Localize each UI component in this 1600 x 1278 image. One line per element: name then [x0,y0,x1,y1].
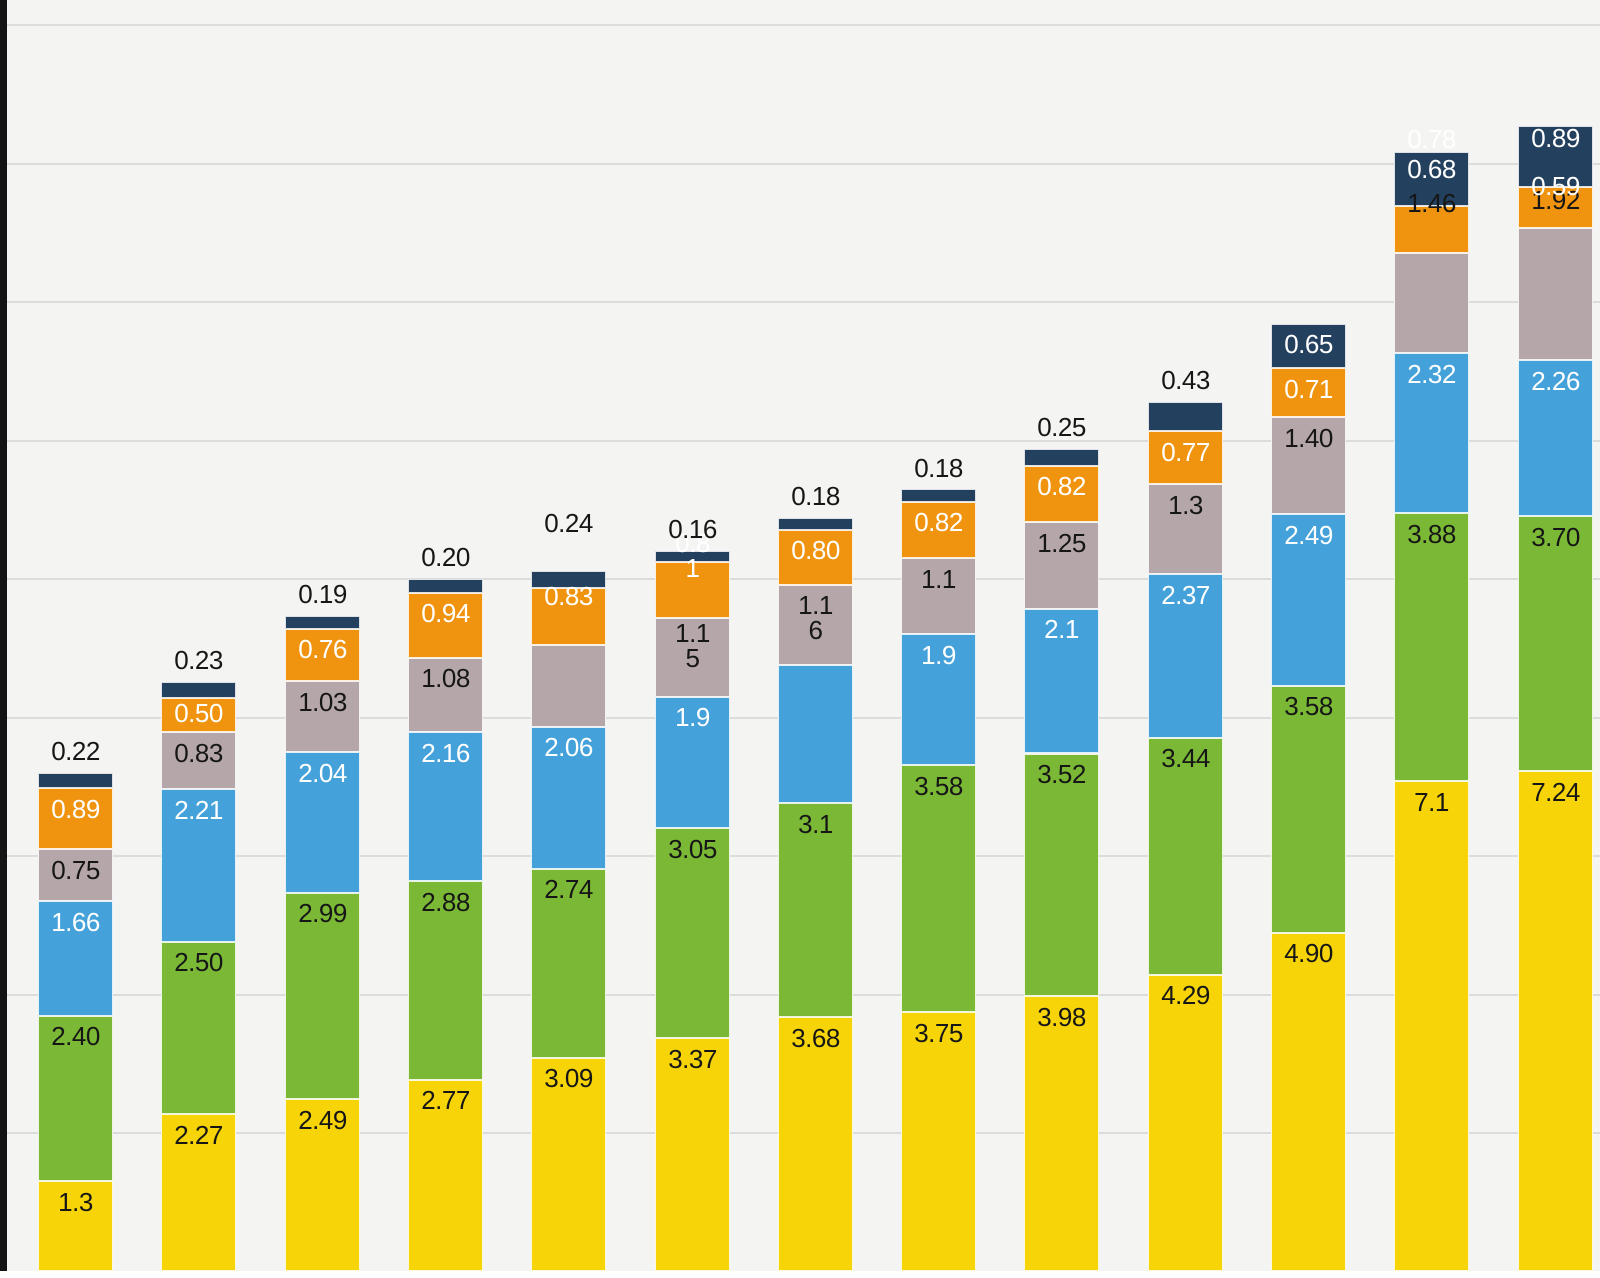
bar-7-segment-blue [778,665,853,804]
bar-11-segment-orange [1271,368,1346,418]
bar-1-segment-green [38,1015,113,1182]
bar-8-segment-orange [901,501,976,559]
bar-12-segment-green [1394,513,1469,782]
gridline [7,301,1600,303]
bar-7-segment-yellow [778,1017,853,1271]
bar-8-segment-navy [901,489,976,502]
bar-2-segment-blue [161,789,236,942]
bar-1-segment-mauve [38,849,113,902]
bar-3-segment-mauve [285,681,360,753]
bar-3-segment-blue [285,752,360,893]
bar-3-segment-yellow [285,1099,360,1271]
bar-1-segment-blue [38,901,113,1016]
bar-7-label-navy: 0.18 [791,481,840,512]
bar-9-segment-navy [1024,448,1099,466]
bar-10-label-navy: 0.43 [1161,365,1210,396]
bar-6-segment-mauve [655,617,730,697]
bar-11-segment-yellow [1271,932,1346,1271]
bar-13-segment-blue [1518,360,1593,517]
bar-7-segment-orange [778,529,853,586]
bar-2-segment-orange [161,697,236,733]
bar-9-segment-yellow [1024,996,1099,1271]
bar-1-segment-yellow [38,1181,113,1271]
bar-2-segment-green [161,941,236,1115]
gridline [7,24,1600,26]
bar-2-label-navy: 0.23 [174,645,223,676]
bar-6-label-navy: 0.16 [668,514,717,545]
bar-3-label-navy: 0.19 [298,579,347,609]
bar-6-segment-orange [655,561,730,618]
bar-12-segment-yellow [1394,781,1469,1271]
y-axis-line [0,0,7,1271]
bar-10-segment-orange [1148,431,1223,485]
bar-9-segment-mauve [1024,522,1099,609]
x-axis-baseline-strip [0,1271,1600,1278]
bar-7-segment-mauve [778,585,853,666]
bar-6-segment-green [655,828,730,1039]
bar-4-label-navy: 0.20 [421,542,470,573]
bar-12-segment-mauve [1394,252,1469,354]
bar-3-segment-navy [285,615,360,629]
bar-10-segment-blue [1148,574,1223,738]
bar-1-label-navy: 0.22 [51,736,100,767]
bar-12-segment-blue [1394,353,1469,514]
bar-13-segment-navy [1518,125,1593,187]
bar-5-segment-blue [531,726,606,869]
bar-13-segment-yellow [1518,771,1593,1271]
bar-9-segment-orange [1024,465,1099,523]
bar-9-label-navy: 0.25 [1037,412,1086,443]
bar-2-segment-mauve [161,732,236,790]
bar-13-segment-mauve [1518,227,1593,361]
bar-5-segment-mauve [531,645,606,727]
bar-4-segment-mauve [408,657,483,733]
bar-8-segment-mauve [901,558,976,635]
bar-4-segment-green [408,881,483,1080]
bar-11-segment-green [1271,685,1346,933]
gridline [7,440,1600,442]
gridline [7,163,1600,165]
bar-7-segment-navy [778,517,853,530]
bar-6-segment-blue [655,696,730,828]
bar-5-segment-yellow [531,1057,606,1271]
bar-13-segment-orange [1518,187,1593,228]
bar-4-segment-blue [408,732,483,882]
bar-1-segment-orange [38,788,113,850]
bar-2-segment-yellow [161,1114,236,1271]
bar-8-segment-yellow [901,1012,976,1271]
bar-11-segment-mauve [1271,417,1346,515]
bar-3-segment-orange [285,628,360,682]
bar-10-segment-yellow [1148,974,1223,1271]
bar-5-label-navy: 0.24 [544,507,593,538]
bar-8-segment-blue [901,634,976,766]
bar-8-label-navy: 0.18 [914,452,963,483]
bar-10-segment-green [1148,737,1223,975]
bar-1-segment-navy [38,772,113,788]
bar-11-segment-blue [1271,514,1346,686]
bar-6-segment-yellow [655,1038,730,1271]
bar-5-segment-green [531,868,606,1058]
bar-13-segment-green [1518,516,1593,772]
bar-10-segment-mauve [1148,484,1223,575]
bar-12-segment-orange [1394,205,1469,253]
bar-7-segment-green [778,803,853,1018]
bar-2-segment-navy [161,681,236,698]
bar-4-segment-yellow [408,1079,483,1271]
bar-6-segment-navy [655,550,730,562]
bar-10-segment-navy [1148,401,1223,432]
bar-8-segment-green [901,765,976,1013]
bar-5-segment-orange [531,587,606,646]
bar-11-segment-navy [1271,323,1346,369]
bar-4-segment-orange [408,592,483,658]
bar-4-segment-navy [408,578,483,593]
bar-12-label-navy: 0.78 [1407,124,1456,155]
bar-12-segment-navy [1394,151,1469,206]
bar-9-segment-green [1024,753,1099,997]
bar-9-segment-blue [1024,608,1099,754]
bar-5-segment-navy [531,571,606,588]
bar-3-segment-green [285,892,360,1100]
